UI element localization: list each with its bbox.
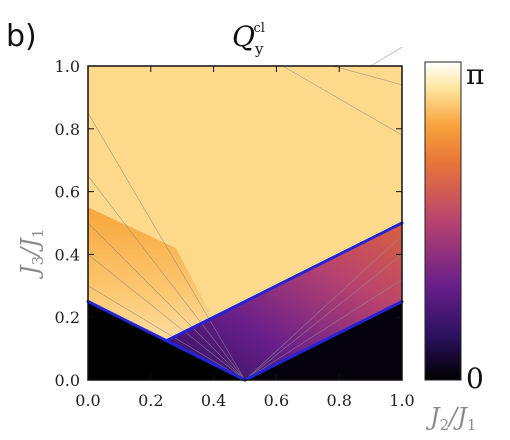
contour-lines bbox=[87, 46, 403, 381]
y-tick-label: 0.6 bbox=[55, 183, 80, 202]
x-tick-label: 0.2 bbox=[138, 391, 163, 410]
contour-line bbox=[244, 235, 403, 381]
y-tick-label: 0.8 bbox=[55, 120, 80, 139]
y-tick-label: 0.0 bbox=[55, 371, 80, 390]
colorbar-max-label: π bbox=[466, 58, 484, 91]
contour-line bbox=[87, 254, 246, 381]
contour-line bbox=[332, 65, 403, 86]
middle-boundary bbox=[165, 339, 247, 382]
x-tick-label: 1.0 bbox=[389, 391, 414, 410]
lower-boundary bbox=[243, 300, 404, 382]
x-tick-label: 0.0 bbox=[75, 391, 100, 410]
contour-line bbox=[87, 285, 246, 381]
contour-line bbox=[87, 175, 246, 381]
colorbar-min-label: 0 bbox=[466, 362, 484, 395]
contour-line bbox=[87, 112, 246, 381]
colorbar-gradient bbox=[424, 61, 462, 381]
x-axis-label: J2/J1 bbox=[425, 403, 476, 434]
plot-area: 0.0 0.2 0.4 0.6 0.8 1.0 0.0 0.2 0.4 0.6 0.8 1.0 bbox=[55, 46, 415, 410]
colorbar: π 0 bbox=[424, 58, 484, 395]
y-tick-label: 0.2 bbox=[55, 308, 80, 327]
contour-line bbox=[244, 279, 403, 381]
panel-tag: b) bbox=[6, 19, 37, 54]
plot-frame bbox=[87, 65, 403, 381]
contour-line bbox=[244, 254, 403, 381]
chart-title: Qycl bbox=[232, 20, 265, 58]
contour-line bbox=[370, 46, 403, 67]
x-tick-label: 0.8 bbox=[326, 391, 351, 410]
contour-line bbox=[282, 65, 403, 136]
x-tick-label: 0.6 bbox=[264, 391, 289, 410]
contour-line bbox=[87, 222, 246, 381]
y-tick-label: 0.4 bbox=[55, 245, 80, 264]
left-boundary bbox=[86, 300, 168, 343]
y-axis-label: J3/J1 bbox=[16, 229, 47, 280]
wedge-region bbox=[166, 223, 402, 380]
upper-boundary bbox=[165, 221, 404, 343]
y-tick-label: 1.0 bbox=[55, 57, 80, 76]
x-tick-label: 0.4 bbox=[201, 391, 226, 410]
